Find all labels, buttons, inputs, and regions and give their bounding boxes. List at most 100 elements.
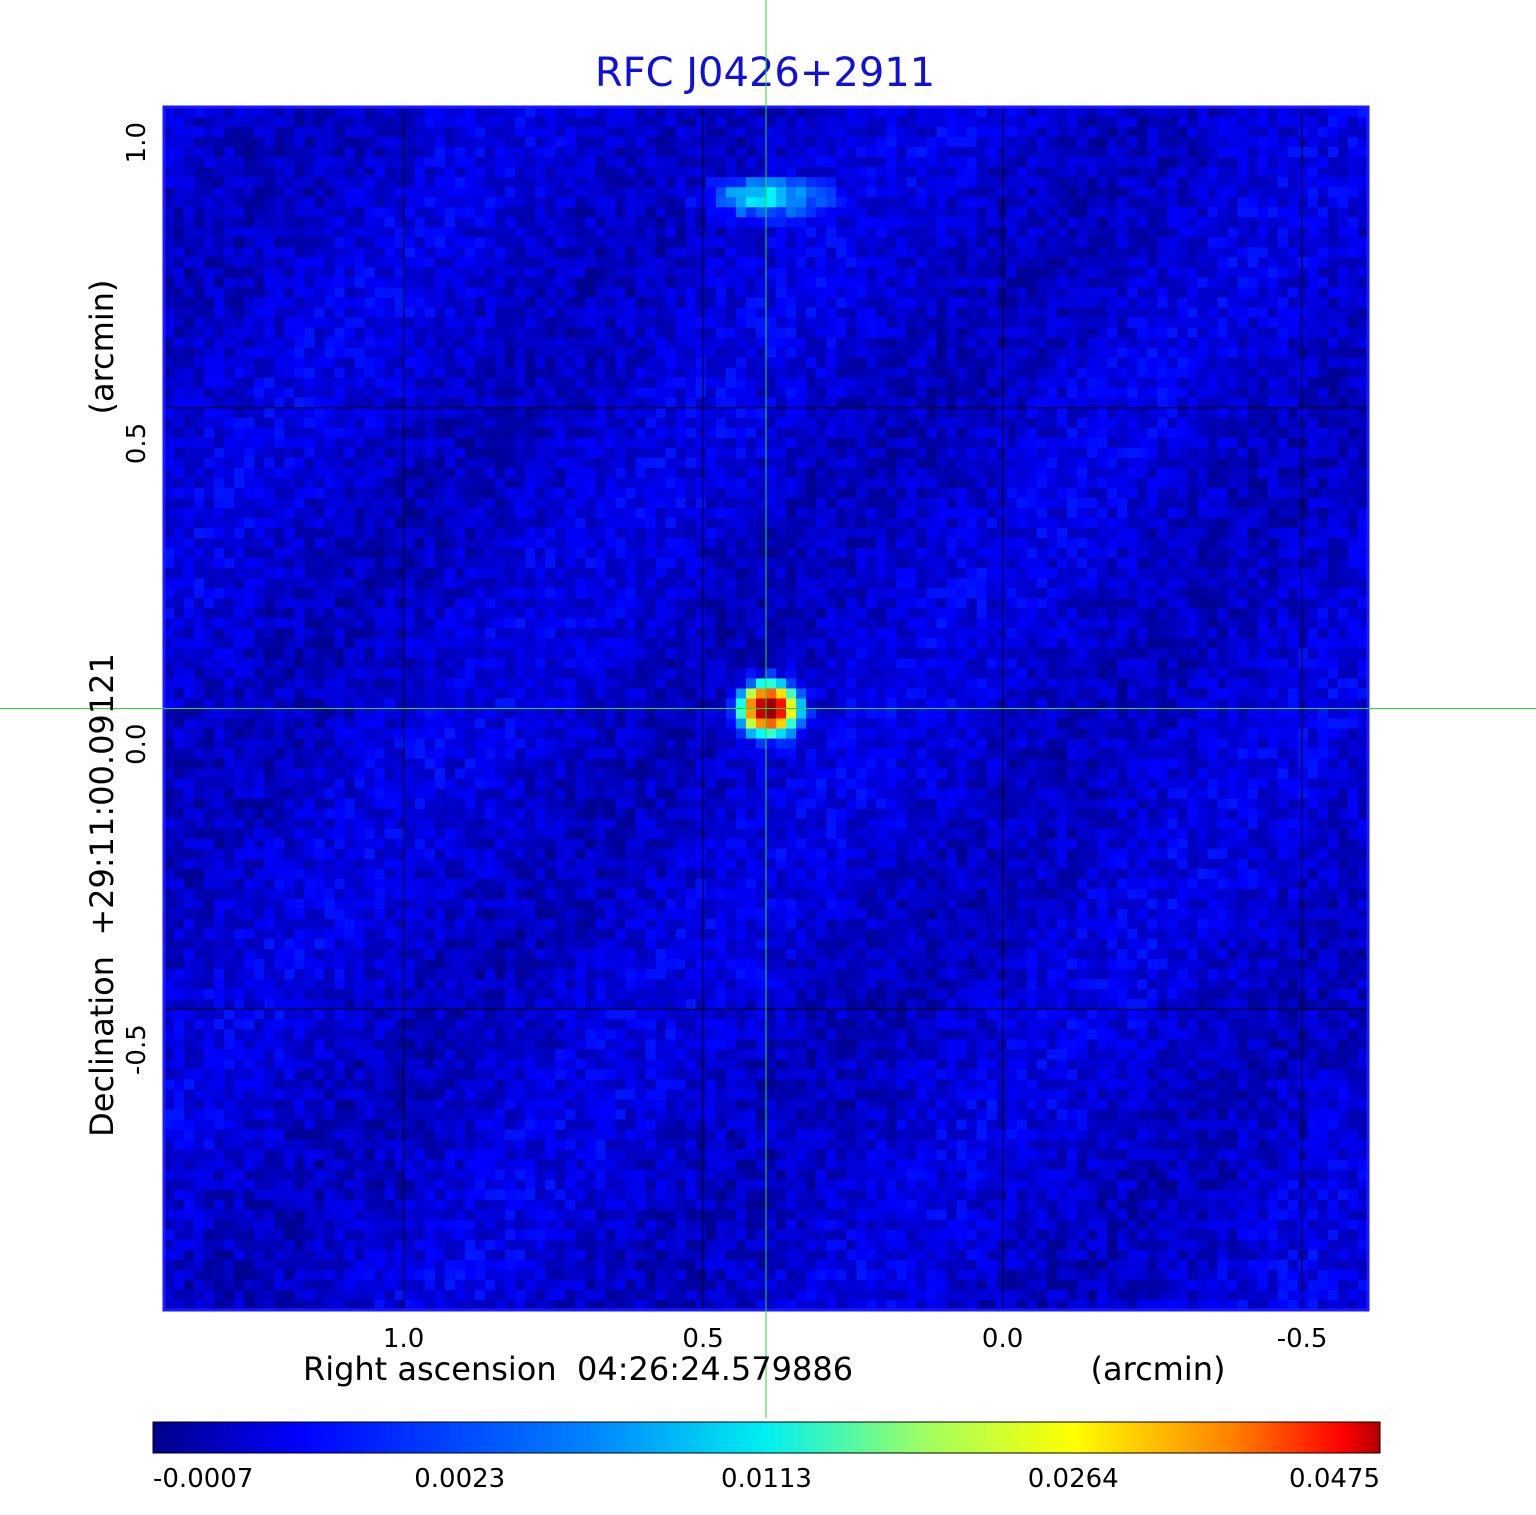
heatmap-cell	[927, 297, 938, 308]
heatmap-cell	[846, 498, 857, 509]
heatmap-cell	[957, 478, 968, 489]
heatmap-cell	[977, 398, 988, 409]
heatmap-cell	[646, 368, 657, 379]
heatmap-cell	[294, 308, 305, 319]
heatmap-cell	[856, 328, 867, 339]
heatmap-cell	[1027, 277, 1038, 288]
heatmap-cell	[585, 308, 596, 319]
heatmap-cell	[455, 247, 466, 258]
heatmap-cell	[435, 388, 446, 399]
heatmap-cell	[856, 297, 867, 308]
heatmap-cell	[194, 117, 205, 128]
heatmap-cell	[1338, 318, 1349, 329]
heatmap-cell	[656, 277, 667, 288]
heatmap-cell	[575, 378, 586, 389]
heatmap-cell	[1218, 438, 1229, 449]
heatmap-cell	[666, 508, 677, 519]
heatmap-cell	[876, 508, 887, 519]
heatmap-cell	[656, 498, 667, 509]
heatmap-cell	[886, 418, 897, 429]
heatmap-cell	[555, 127, 566, 138]
heatmap-cell	[325, 458, 336, 469]
heatmap-cell	[816, 348, 827, 359]
heatmap-cell	[585, 328, 596, 339]
heatmap-cell	[886, 237, 897, 248]
heatmap-cell	[1037, 277, 1048, 288]
heatmap-cell	[535, 328, 546, 339]
heatmap-cell	[284, 448, 295, 459]
heatmap-cell	[1067, 117, 1078, 128]
heatmap-cell	[886, 217, 897, 228]
heatmap-cell	[535, 217, 546, 228]
heatmap-cell	[264, 308, 275, 319]
heatmap-cell	[987, 177, 998, 188]
heatmap-cell	[836, 448, 847, 459]
heatmap-cell	[1057, 438, 1068, 449]
heatmap-cell	[254, 287, 265, 298]
heatmap-cell	[284, 368, 295, 379]
heatmap-cell	[605, 267, 616, 278]
heatmap-cell	[1258, 287, 1269, 298]
heatmap-cell	[224, 348, 235, 359]
heatmap-cell	[1027, 328, 1038, 339]
heatmap-cell	[1097, 187, 1108, 198]
heatmap-cell	[1007, 398, 1018, 409]
heatmap-cell	[666, 107, 677, 118]
heatmap-cell	[1197, 287, 1208, 298]
heatmap-cell	[836, 127, 847, 138]
heatmap-cell	[686, 257, 697, 268]
heatmap-cell	[947, 378, 958, 389]
heatmap-cell	[1127, 388, 1138, 399]
heatmap-cell	[545, 127, 556, 138]
heatmap-cell	[846, 418, 857, 429]
heatmap-cell	[1308, 438, 1319, 449]
heatmap-cell	[856, 318, 867, 329]
heatmap-cell	[355, 388, 366, 399]
heatmap-cell	[1187, 388, 1198, 399]
heatmap-cell	[816, 247, 827, 258]
heatmap-cell	[1007, 318, 1018, 329]
heatmap-cell	[1137, 197, 1148, 208]
heatmap-cell	[455, 348, 466, 359]
heatmap-cell	[1318, 177, 1329, 188]
heatmap-cell	[696, 127, 707, 138]
heatmap-cell	[977, 308, 988, 319]
heatmap-cell	[264, 328, 275, 339]
heatmap-cell	[917, 207, 928, 218]
heatmap-cell	[977, 328, 988, 339]
heatmap-cell	[756, 478, 767, 489]
heatmap-cell	[385, 117, 396, 128]
heatmap-cell	[616, 368, 627, 379]
heatmap-cell	[716, 508, 727, 519]
heatmap-cell	[1318, 338, 1329, 349]
heatmap-cell	[776, 368, 787, 379]
heatmap-cell	[977, 508, 988, 519]
heatmap-cell	[666, 197, 677, 208]
heatmap-cell	[786, 318, 797, 329]
heatmap-cell	[274, 428, 285, 439]
heatmap-cell	[1087, 438, 1098, 449]
heatmap-cell	[214, 458, 225, 469]
heatmap-cell	[1218, 408, 1229, 419]
heatmap-cell	[1298, 398, 1309, 409]
heatmap-cell	[345, 277, 356, 288]
heatmap-cell	[565, 217, 576, 228]
heatmap-cell	[605, 287, 616, 298]
heatmap-cell	[1037, 368, 1048, 379]
heatmap-cell	[485, 167, 496, 178]
heatmap-cell	[204, 177, 215, 188]
heatmap-cell	[1017, 428, 1028, 439]
heatmap-cell	[194, 378, 205, 389]
heatmap-cell	[626, 458, 637, 469]
heatmap-cell	[214, 348, 225, 359]
heatmap-cell	[325, 348, 336, 359]
heatmap-cell	[535, 308, 546, 319]
heatmap-cell	[927, 207, 938, 218]
heatmap-cell	[856, 398, 867, 409]
heatmap-cell	[535, 518, 546, 529]
heatmap-cell	[1037, 348, 1048, 359]
heatmap-cell	[876, 488, 887, 499]
heatmap-cell	[917, 157, 928, 168]
heatmap-cell	[706, 137, 717, 148]
heatmap-cell	[1087, 338, 1098, 349]
